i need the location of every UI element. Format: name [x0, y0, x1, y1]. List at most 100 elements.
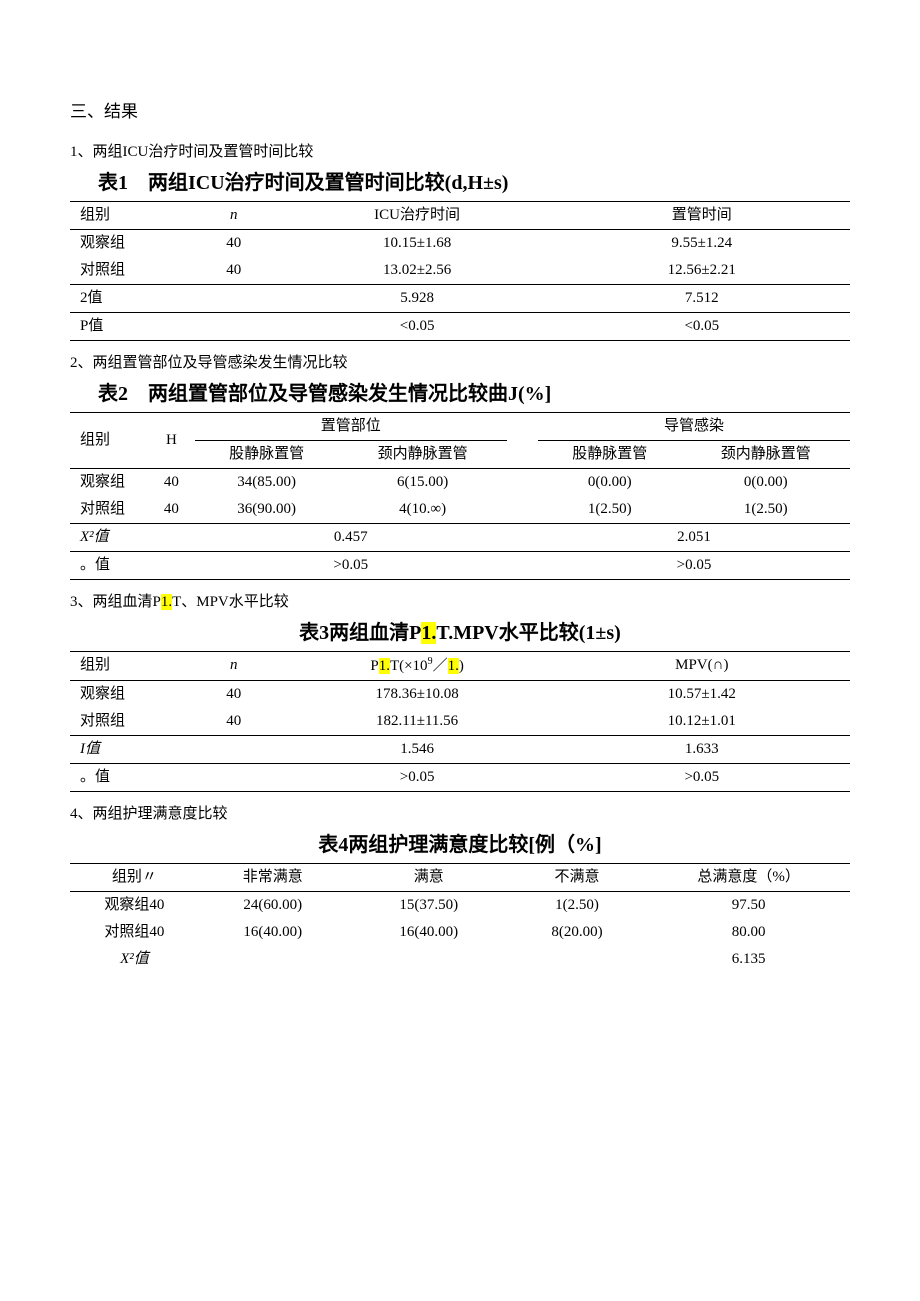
- t1-r0c2: 40: [187, 229, 281, 257]
- table-1: 组别 n ICU治疗时间 置管时间 观察组 40 10.15±1.68 9.55…: [70, 201, 850, 341]
- t3h3-slash: ／: [433, 658, 448, 674]
- sub3-post: T、MPV水平比较: [172, 594, 289, 610]
- t2-s2v2: >0.05: [538, 551, 850, 579]
- t1-r3c1: P值: [70, 312, 187, 340]
- t3-s1v2: 1.633: [554, 735, 850, 763]
- t2-h2: H: [148, 412, 195, 468]
- t2-hg1: 置管部位: [195, 412, 507, 440]
- t3-r0c1: 观察组: [70, 680, 187, 708]
- t2-r0c1: 观察组: [70, 468, 148, 496]
- subheading-2: 2、两组置管部位及导管感染发生情况比较: [70, 353, 850, 374]
- t3-r1c2: 40: [187, 708, 281, 736]
- t2-r0a: 34(85.00): [195, 468, 339, 496]
- t4-r1c3: 16(40.00): [351, 919, 507, 946]
- t1-h1: 组别: [70, 201, 187, 229]
- t2-hg1a: 股静脉置管: [195, 440, 339, 468]
- t1-h3: ICU治疗时间: [281, 201, 554, 229]
- t1-r0c1: 观察组: [70, 229, 187, 257]
- t4-h3: 满意: [351, 863, 507, 891]
- t4-h4: 不满意: [507, 863, 647, 891]
- t4-r0c2: 24(60.00): [195, 891, 351, 919]
- t3-s2v1: >0.05: [281, 763, 554, 791]
- t3-s1v1: 1.546: [281, 735, 554, 763]
- t4-sv: 6.135: [647, 946, 850, 973]
- t2-h1: 组别: [70, 412, 148, 468]
- t1-r2c2: [187, 284, 281, 312]
- t4-r0c1: 观察组40: [70, 891, 195, 919]
- t4-h5: 总满意度（%）: [647, 863, 850, 891]
- t2-r1c1: 对照组: [70, 496, 148, 524]
- t4-r1c1: 对照组40: [70, 919, 195, 946]
- section-heading: 三、结果: [70, 100, 850, 124]
- t1-r1c1: 对照组: [70, 257, 187, 285]
- t4-r0c5: 97.50: [647, 891, 850, 919]
- t3h3-pre: P: [370, 658, 378, 674]
- t4-h2: 非常满意: [195, 863, 351, 891]
- t1-r1c2: 40: [187, 257, 281, 285]
- t2-hg2a: 股静脉置管: [538, 440, 682, 468]
- t3t-post: T.MPV水平比较(1±s): [436, 622, 620, 644]
- t1-r2c3: 5.928: [281, 284, 554, 312]
- t2-r1b: 4(10.∞): [338, 496, 506, 524]
- t4-r1c4: 8(20.00): [507, 919, 647, 946]
- sub3-hl: 1.: [161, 594, 172, 610]
- t3-h2: n: [187, 651, 281, 680]
- t1-r0c3: 10.15±1.68: [281, 229, 554, 257]
- t1-r1c4: 12.56±2.21: [554, 257, 850, 285]
- t2-hg1b: 颈内静脉置管: [338, 440, 506, 468]
- t1-r0c4: 9.55±1.24: [554, 229, 850, 257]
- t3-s2v2: >0.05: [554, 763, 850, 791]
- t3-r1c3: 182.11±11.56: [281, 708, 554, 736]
- t4-h1: 组别〃: [70, 863, 195, 891]
- table1-title: 表1 两组ICU治疗时间及置管时间比较(d,H±s): [70, 169, 850, 197]
- t2-r1a: 36(90.00): [195, 496, 339, 524]
- t1-r3c2: [187, 312, 281, 340]
- t3h3-hl1: 1.: [379, 658, 390, 674]
- t1-r3c4: <0.05: [554, 312, 850, 340]
- table-4: 组别〃 非常满意 满意 不满意 总满意度（%） 观察组40 24(60.00) …: [70, 863, 850, 973]
- t2-r0b: 6(15.00): [338, 468, 506, 496]
- t4-r1c5: 80.00: [647, 919, 850, 946]
- t2-s1v2: 2.051: [538, 523, 850, 551]
- t2-r0d: 0(0.00): [682, 468, 850, 496]
- table-3: 组别 n P1.T(×109／1.) MPV(∩) 观察组 40 178.36±…: [70, 651, 850, 792]
- t3-r0c4: 10.57±1.42: [554, 680, 850, 708]
- t3-r1c4: 10.12±1.01: [554, 708, 850, 736]
- t2-s1l: X²值: [70, 523, 148, 551]
- t3-s1l: I值: [70, 735, 187, 763]
- subheading-1: 1、两组ICU治疗时间及置管时间比较: [70, 142, 850, 163]
- t1-r2c4: 7.512: [554, 284, 850, 312]
- t2-r1c: 1(2.50): [538, 496, 682, 524]
- table-2: 组别 H 置管部位 导管感染 股静脉置管 颈内静脉置管 股静脉置管 颈内静脉置管…: [70, 412, 850, 580]
- t2-r0c2: 40: [148, 468, 195, 496]
- t4-sl: X²值: [70, 946, 195, 973]
- t3-r0c3: 178.36±10.08: [281, 680, 554, 708]
- table3-title: 表3两组血清P1.T.MPV水平比较(1±s): [70, 619, 850, 647]
- t3-h1: 组别: [70, 651, 187, 680]
- t3-h4: MPV(∩): [554, 651, 850, 680]
- t1-r1c3: 13.02±2.56: [281, 257, 554, 285]
- sub3-pre: 3、两组血清P: [70, 594, 161, 610]
- t2-r1c2: 40: [148, 496, 195, 524]
- t3-s2l: 。值: [70, 763, 187, 791]
- t2-hg2b: 颈内静脉置管: [682, 440, 850, 468]
- t1-r2c1: 2值: [70, 284, 187, 312]
- t2-r0c: 0(0.00): [538, 468, 682, 496]
- t2-s1v1: 0.457: [195, 523, 507, 551]
- table2-title: 表2 两组置管部位及导管感染发生情况比较曲J(%]: [70, 380, 850, 408]
- t2-s2l: 。值: [70, 551, 148, 579]
- t3t-hl: 1.: [421, 622, 436, 644]
- t3h3-hl2: 1.: [448, 658, 459, 674]
- subheading-4: 4、两组护理满意度比较: [70, 804, 850, 825]
- t1-h2: n: [187, 201, 281, 229]
- subheading-3: 3、两组血清P1.T、MPV水平比较: [70, 592, 850, 613]
- t3t-pre: 表3两组血清P: [299, 622, 421, 644]
- t3-h3: P1.T(×109／1.): [281, 651, 554, 680]
- t1-h4: 置管时间: [554, 201, 850, 229]
- t4-r1c2: 16(40.00): [195, 919, 351, 946]
- table4-title: 表4两组护理满意度比较[例（%]: [70, 831, 850, 859]
- t4-r0c3: 15(37.50): [351, 891, 507, 919]
- t4-r0c4: 1(2.50): [507, 891, 647, 919]
- t3-r0c2: 40: [187, 680, 281, 708]
- t2-hg2: 导管感染: [538, 412, 850, 440]
